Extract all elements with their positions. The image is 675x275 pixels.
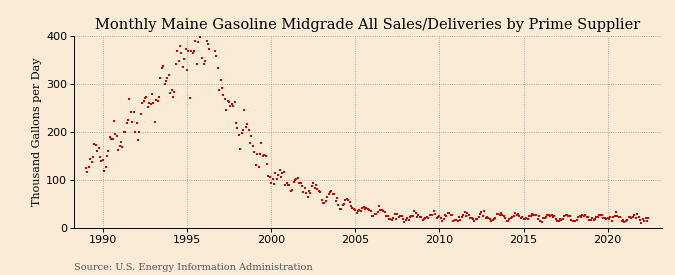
- Text: Source: U.S. Energy Information Administration: Source: U.S. Energy Information Administ…: [74, 263, 313, 272]
- Y-axis label: Thousand Gallons per Day: Thousand Gallons per Day: [32, 58, 42, 206]
- Title: Monthly Maine Gasoline Midgrade All Sales/Deliveries by Prime Supplier: Monthly Maine Gasoline Midgrade All Sale…: [95, 18, 641, 32]
